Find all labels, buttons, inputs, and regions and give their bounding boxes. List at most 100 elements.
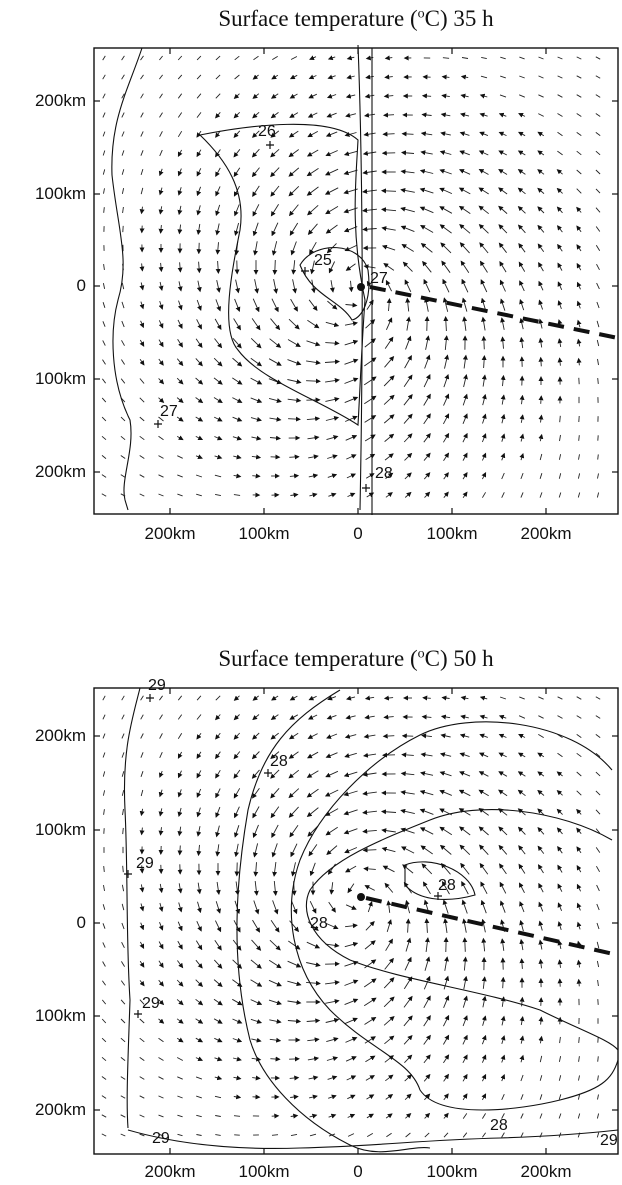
wind-vector xyxy=(101,1095,107,1099)
wind-vector xyxy=(158,1133,164,1137)
wind-vector xyxy=(462,472,468,480)
wind-vector xyxy=(595,828,601,834)
wind-vector xyxy=(498,752,507,758)
storm-track xyxy=(369,285,619,340)
wind-vector xyxy=(308,1094,318,1100)
wind-vector xyxy=(102,923,106,929)
wind-vector xyxy=(498,187,508,195)
wind-vector xyxy=(251,435,262,441)
wind-vector xyxy=(363,978,377,988)
wind-vector xyxy=(121,771,125,777)
wind-vector xyxy=(176,416,184,422)
wind-vector xyxy=(196,826,202,837)
wind-vector xyxy=(120,455,126,459)
contour-label: 28 xyxy=(270,753,288,770)
wind-vector xyxy=(538,715,544,719)
wind-vector xyxy=(101,1076,107,1080)
wind-vector xyxy=(498,789,508,797)
wind-vector xyxy=(308,1075,319,1081)
wind-vector xyxy=(462,1034,468,1045)
wind-vector xyxy=(158,397,165,403)
wind-vector xyxy=(422,260,432,273)
wind-vector xyxy=(478,187,489,195)
wind-vector xyxy=(121,282,125,290)
wind-vector xyxy=(177,940,183,950)
wind-vector xyxy=(346,473,357,479)
wind-vector xyxy=(139,1095,145,1099)
wind-vector xyxy=(196,93,202,99)
wind-vector xyxy=(215,93,221,99)
wind-vector xyxy=(270,185,280,197)
wind-vector xyxy=(576,319,582,328)
wind-vector xyxy=(423,433,431,443)
wind-vector xyxy=(404,956,412,971)
wind-vector xyxy=(306,788,319,798)
wind-vector xyxy=(500,75,506,79)
wind-vector xyxy=(364,1036,376,1044)
wind-vector xyxy=(344,733,357,739)
wind-vector xyxy=(442,297,449,312)
wind-vector xyxy=(213,397,223,404)
wind-vector xyxy=(102,771,106,777)
x-tick-label: 100km xyxy=(426,524,477,543)
wind-vector xyxy=(345,415,358,422)
wind-vector xyxy=(481,995,487,1008)
wind-vector xyxy=(597,473,599,479)
wind-vector xyxy=(120,416,126,422)
wind-vector xyxy=(268,999,282,1006)
wind-vector xyxy=(102,942,106,948)
wind-vector xyxy=(441,93,450,99)
wind-vector xyxy=(381,226,396,231)
plot-frame xyxy=(93,687,619,1155)
wind-vector xyxy=(269,416,282,422)
wind-vector xyxy=(479,714,488,720)
wind-vector xyxy=(158,1095,164,1099)
wind-vector xyxy=(404,1093,412,1101)
wind-vector xyxy=(325,224,338,234)
contour-label: 29 xyxy=(148,677,166,694)
wind-vector xyxy=(177,74,183,80)
y-tick-label: 100km xyxy=(35,369,86,388)
wind-vector xyxy=(481,433,487,443)
wind-vector xyxy=(215,769,221,779)
wind-vector xyxy=(232,1018,243,1024)
wind-vector xyxy=(343,790,358,797)
wind-vector xyxy=(325,131,338,137)
wind-vector xyxy=(424,956,431,971)
wind-vector xyxy=(252,732,260,740)
wind-vector xyxy=(538,356,544,367)
wind-vector xyxy=(272,862,278,877)
wind-vector xyxy=(423,1073,431,1082)
wind-vector xyxy=(517,150,526,156)
wind-vector xyxy=(362,169,377,175)
wind-vector xyxy=(120,980,126,986)
wind-vector xyxy=(462,975,468,990)
wind-vector xyxy=(287,960,302,968)
wind-vector xyxy=(383,996,395,1008)
wind-vector xyxy=(419,827,434,835)
wind-vector xyxy=(213,998,223,1006)
wind-vector xyxy=(347,1113,356,1119)
wind-vector xyxy=(481,452,487,461)
wind-vector xyxy=(595,752,601,758)
wind-vector xyxy=(290,1133,298,1137)
wind-vector xyxy=(498,150,508,156)
wind-vector xyxy=(214,920,222,933)
wind-vector xyxy=(344,339,359,346)
wind-vector xyxy=(479,260,488,273)
wind-vector xyxy=(500,394,506,405)
wind-vector xyxy=(520,1113,524,1119)
wind-vector xyxy=(364,415,377,423)
wind-vector xyxy=(139,301,145,310)
wind-vector xyxy=(177,826,183,837)
wind-vector xyxy=(288,167,300,177)
wind-vector xyxy=(252,473,261,479)
wind-vector xyxy=(270,769,280,779)
wind-vector xyxy=(517,206,526,214)
wind-vector xyxy=(139,435,145,441)
wind-vector xyxy=(519,919,525,932)
wind-vector xyxy=(140,771,144,777)
wind-vector xyxy=(365,453,376,460)
wind-vector xyxy=(102,961,106,967)
wind-vector xyxy=(233,1075,242,1081)
